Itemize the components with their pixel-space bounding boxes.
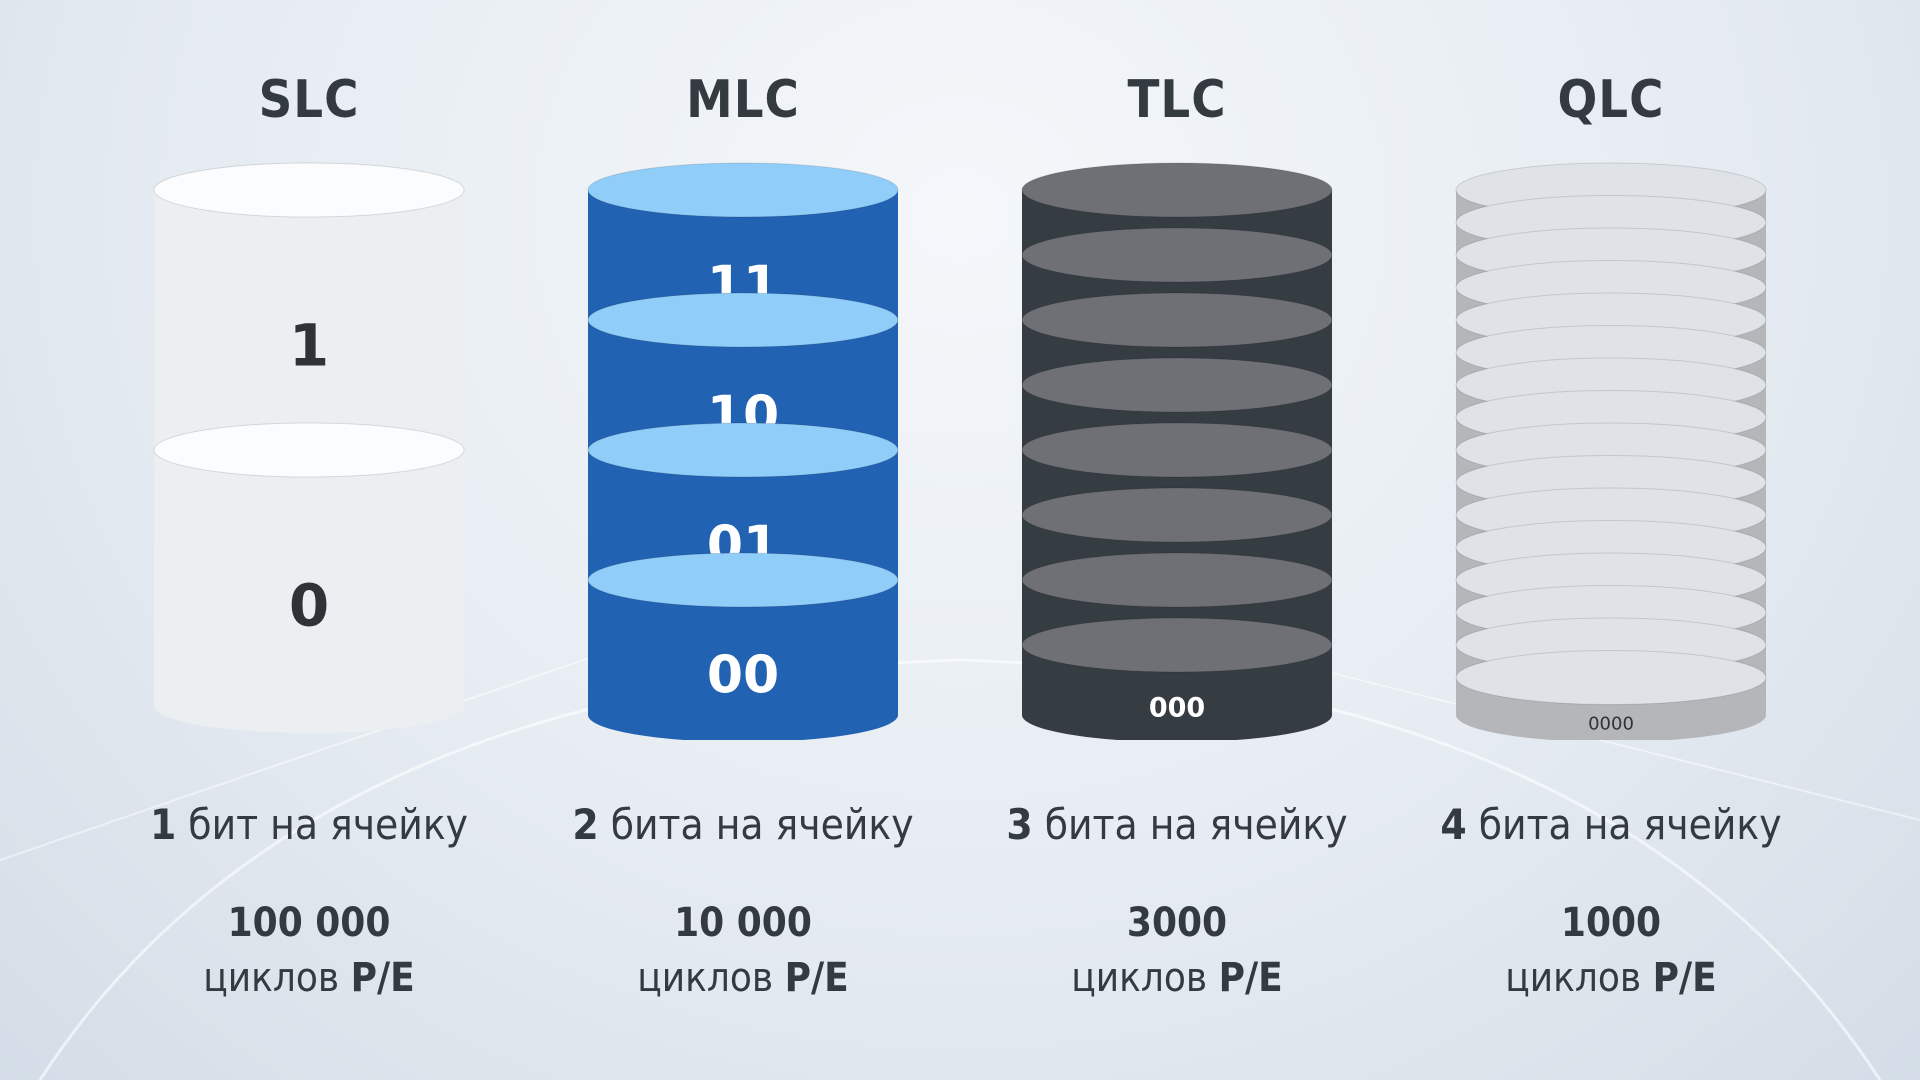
cell-stack: 1111111011011100101110101001100001110110… [1455,162,1767,740]
column-title: SLC [258,70,360,130]
pe-cycles-count: 10 000 [674,900,812,946]
cell-level: 0000 [1455,650,1767,740]
column-title: MLC [686,70,800,130]
pe-cycles-label: циклов P/E [1071,955,1283,1001]
pe-cycles-count: 1000 [1560,900,1662,946]
cell-level: 000 [1021,617,1333,740]
bit-value-label: 000 [1149,692,1205,723]
bit-value-label: 0000 [1588,714,1634,735]
column-title: QLC [1557,70,1665,130]
column-mlc: MLC 11 10 01 00 2 бита на ячейку 10 000 цик… [523,0,963,1080]
cell-level: 00 [587,552,899,740]
bits-per-cell: 3 бита на ячейку [1006,800,1348,849]
cell-stack: 111110101100011010001000 [1021,162,1333,740]
pe-cycles-label: циклов P/E [1505,955,1717,1001]
bits-per-cell: 4 бита на ячейку [1440,800,1782,849]
cell-level: 1 [153,162,465,473]
bits-per-cell: 2 бита на ячейку [572,800,914,849]
pe-cycles-count: 3000 [1126,900,1228,946]
pe-cycles-label: циклов P/E [637,955,849,1001]
column-qlc: QLC 111111101101110010111010100110000111… [1391,0,1831,1080]
cell-level: 0 [153,422,465,733]
pe-cycles-label: циклов P/E [203,955,415,1001]
column-title: TLC [1127,70,1227,130]
cell-stack: 10 [153,162,465,733]
bit-value-label: 1 [289,311,329,379]
column-tlc: TLC 111110101100011010001000 3 бита на я… [957,0,1397,1080]
pe-cycles-count: 100 000 [227,900,391,946]
bit-value-label: 0 [289,571,329,639]
bits-per-cell: 1 бит на ячейку [149,800,469,849]
bit-value-label: 00 [707,646,779,706]
